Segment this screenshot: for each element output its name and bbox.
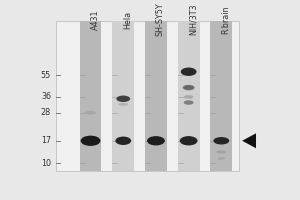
Polygon shape: [242, 133, 256, 148]
Bar: [178, 21, 200, 171]
Bar: [80, 21, 101, 171]
Text: Hela: Hela: [123, 10, 132, 29]
Text: R.brain: R.brain: [221, 5, 230, 34]
Text: A431: A431: [91, 9, 100, 30]
Text: 36: 36: [41, 92, 51, 101]
Ellipse shape: [218, 157, 225, 160]
Ellipse shape: [184, 101, 194, 104]
Bar: [56, 21, 239, 171]
Ellipse shape: [180, 136, 198, 145]
Text: 17: 17: [41, 136, 51, 145]
Ellipse shape: [118, 103, 128, 106]
Ellipse shape: [216, 150, 226, 154]
Text: 10: 10: [41, 159, 51, 168]
Ellipse shape: [184, 86, 194, 89]
Ellipse shape: [81, 136, 100, 146]
Text: 55: 55: [41, 71, 51, 80]
Ellipse shape: [184, 100, 194, 105]
Ellipse shape: [116, 96, 130, 102]
Ellipse shape: [115, 137, 131, 145]
Bar: [210, 21, 232, 171]
Text: SH-SY5Y: SH-SY5Y: [156, 3, 165, 36]
Text: NIH/3T3: NIH/3T3: [189, 4, 198, 35]
Text: 28: 28: [41, 108, 51, 117]
Ellipse shape: [184, 95, 194, 99]
Ellipse shape: [183, 85, 195, 90]
Ellipse shape: [147, 136, 165, 145]
Ellipse shape: [85, 111, 97, 115]
Ellipse shape: [213, 137, 229, 145]
Bar: [112, 21, 134, 171]
Ellipse shape: [181, 68, 196, 76]
Ellipse shape: [117, 97, 129, 101]
Bar: [145, 21, 167, 171]
